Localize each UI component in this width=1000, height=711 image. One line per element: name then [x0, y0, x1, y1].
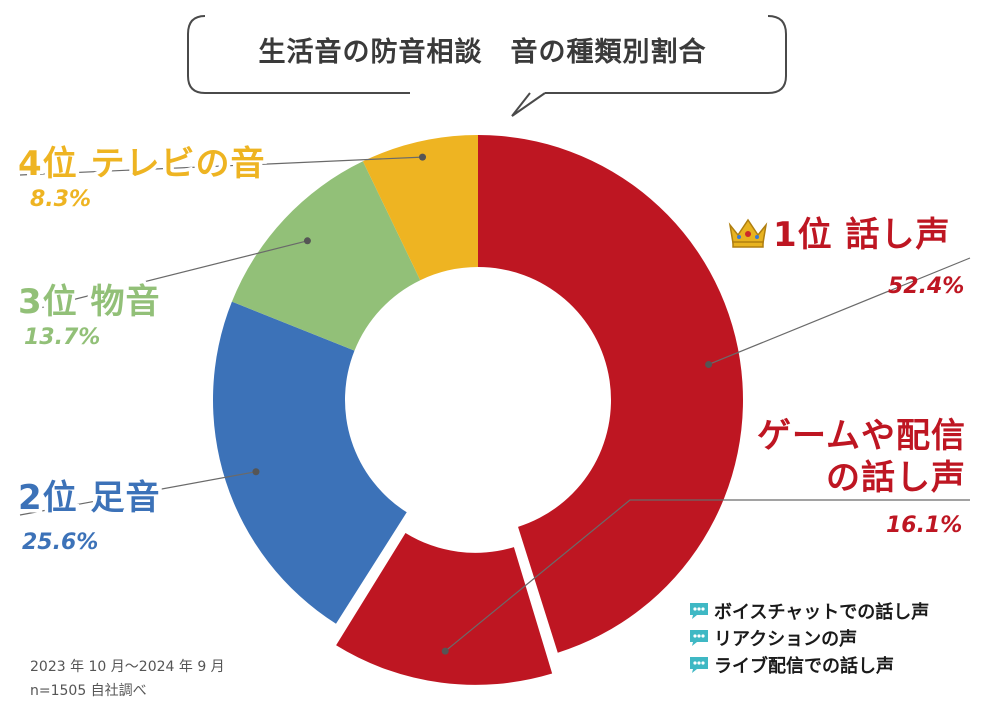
rank1-text: 1位 話し声	[770, 212, 953, 259]
survey-period: 2023 年 10 月～2024 年 9 月	[30, 659, 225, 675]
game-voice-breakdown: ボイスチャットでの話し声 リアクションの声 ライブ配信での話し声	[688, 597, 929, 678]
leader-dot-2	[441, 647, 449, 655]
survey-sample: n=1505 自社調べ	[30, 683, 147, 699]
chat-bubble-icon	[690, 656, 708, 673]
chart-title: 生活音の防音相談 音の種類別割合	[258, 37, 707, 68]
donut-slice-4	[231, 161, 421, 351]
breakdown-item-text: ボイスチャットでの話し声	[714, 601, 930, 623]
breakdown-item-text: リアクションの声	[714, 628, 858, 650]
leader-line-4	[19, 240, 308, 314]
donut-slice-2	[336, 532, 553, 685]
game-voice-label-line1: ゲームや配信	[754, 413, 969, 460]
crown-icon	[728, 218, 768, 248]
rank3-label: 3位 物音	[15, 279, 163, 326]
rank4-label: 4位 テレビの音	[15, 141, 268, 188]
rank2-percent: 25.6%	[22, 530, 99, 555]
chat-bubble-icon	[690, 602, 708, 619]
rank2-label: 2位 足音	[15, 475, 163, 522]
leader-dot-3	[252, 468, 260, 476]
game-voice-label-line2: の話し声	[822, 455, 968, 502]
breakdown-item: ボイスチャットでの話し声	[688, 597, 929, 624]
leader-dot-1	[705, 360, 713, 368]
leader-dot-4	[303, 237, 311, 245]
leader-line-2	[444, 499, 970, 652]
breakdown-item: リアクションの声	[688, 624, 929, 651]
donut-slice-1	[478, 135, 743, 653]
rank3-percent: 13.7%	[24, 325, 101, 350]
breakdown-item: ライブ配信での話し声	[688, 651, 929, 678]
game-voice-percent: 16.1%	[886, 513, 963, 538]
title-bubble-tail	[511, 92, 546, 117]
leader-line-1	[708, 257, 971, 366]
rank1-label: 1位 話し声	[727, 207, 953, 259]
donut-slice-3	[213, 301, 407, 624]
donut-slice-5	[362, 135, 478, 281]
rank1-percent: 52.4%	[888, 274, 965, 299]
leader-line-3	[19, 471, 257, 516]
chat-bubble-icon	[690, 629, 708, 646]
leader-line-5	[19, 156, 423, 176]
game-voice-label: ゲームや配信 の話し声	[754, 413, 969, 502]
leader-dot-5	[419, 153, 427, 161]
title-bubble	[187, 15, 787, 94]
breakdown-item-text: ライブ配信での話し声	[714, 655, 894, 677]
rank4-percent: 8.3%	[30, 187, 92, 212]
